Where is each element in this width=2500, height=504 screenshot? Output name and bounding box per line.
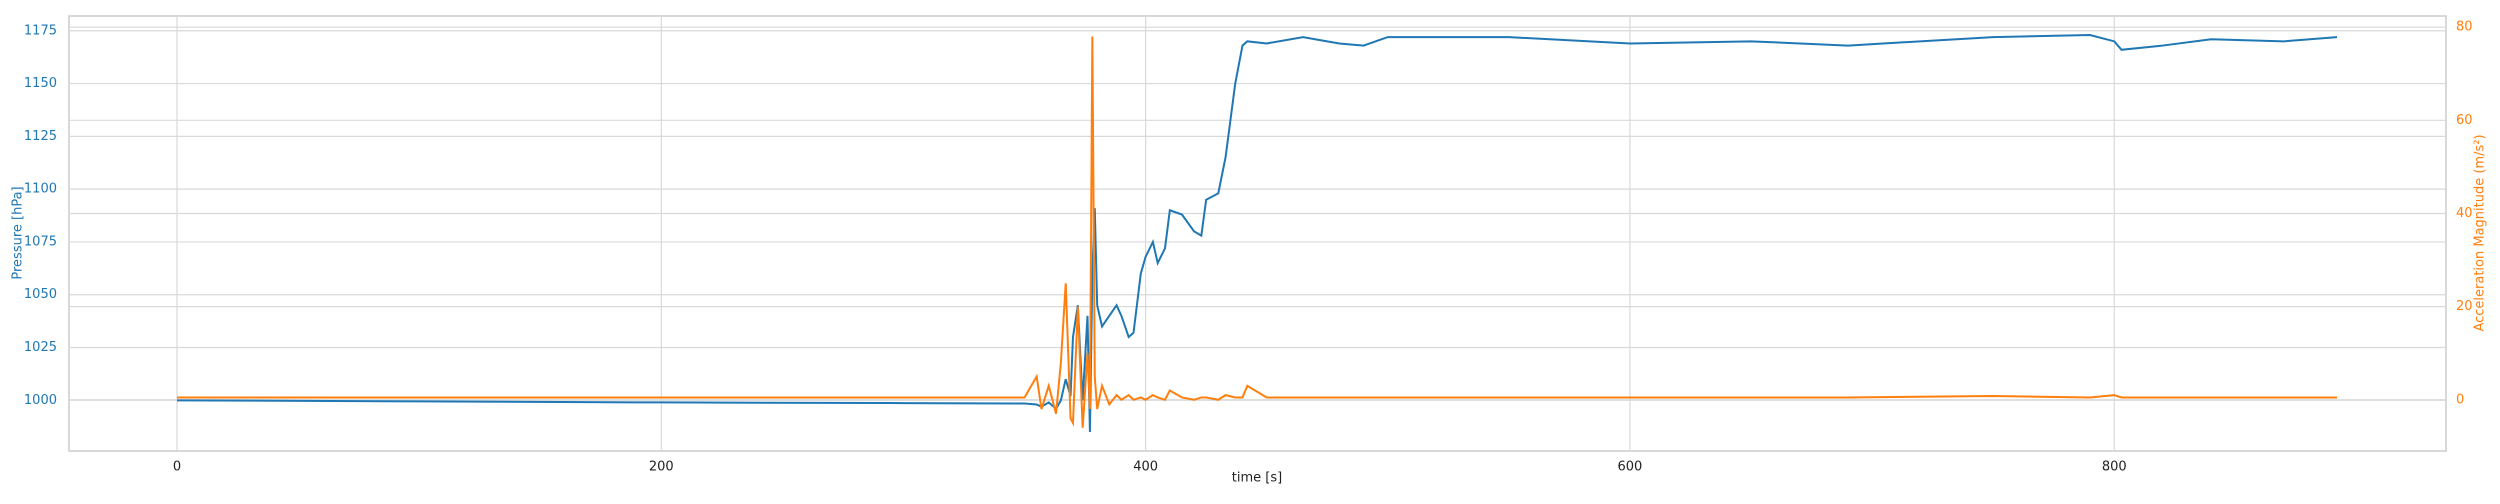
x-tick-label: 0 [173,460,181,475]
x-tick-label: 400 [1133,460,1158,475]
series-line [177,36,2338,428]
plot-frame [68,15,2447,452]
y-tick-label: 1050 [24,287,57,302]
y2-tick-label: 40 [2456,206,2473,221]
x-tick-label: 600 [1618,460,1643,475]
y2-tick-label: 80 [2456,20,2473,35]
y-tick-label: 1075 [24,234,57,249]
x-tick-label: 200 [649,460,674,475]
y2-tick-label: 0 [2456,392,2464,407]
y-axis-label: Pressure [hPa] [11,186,26,279]
y2-axis-label: Acceleration Magnitude (m/s²) [2473,134,2488,331]
y-tick-label: 1175 [24,23,57,38]
y-tick-label: 1100 [24,182,57,197]
x-tick-label: 800 [2102,460,2127,475]
y-tick-label: 1025 [24,340,57,355]
y2-tick-label: 60 [2456,113,2473,128]
series-line [176,34,2338,433]
x-axis-label: time [s] [1232,471,1282,486]
y2-tick-label: 20 [2456,299,2473,314]
y-tick-label: 1125 [24,129,57,144]
y-tick-label: 1000 [24,393,57,408]
y-tick-label: 1150 [24,76,57,91]
